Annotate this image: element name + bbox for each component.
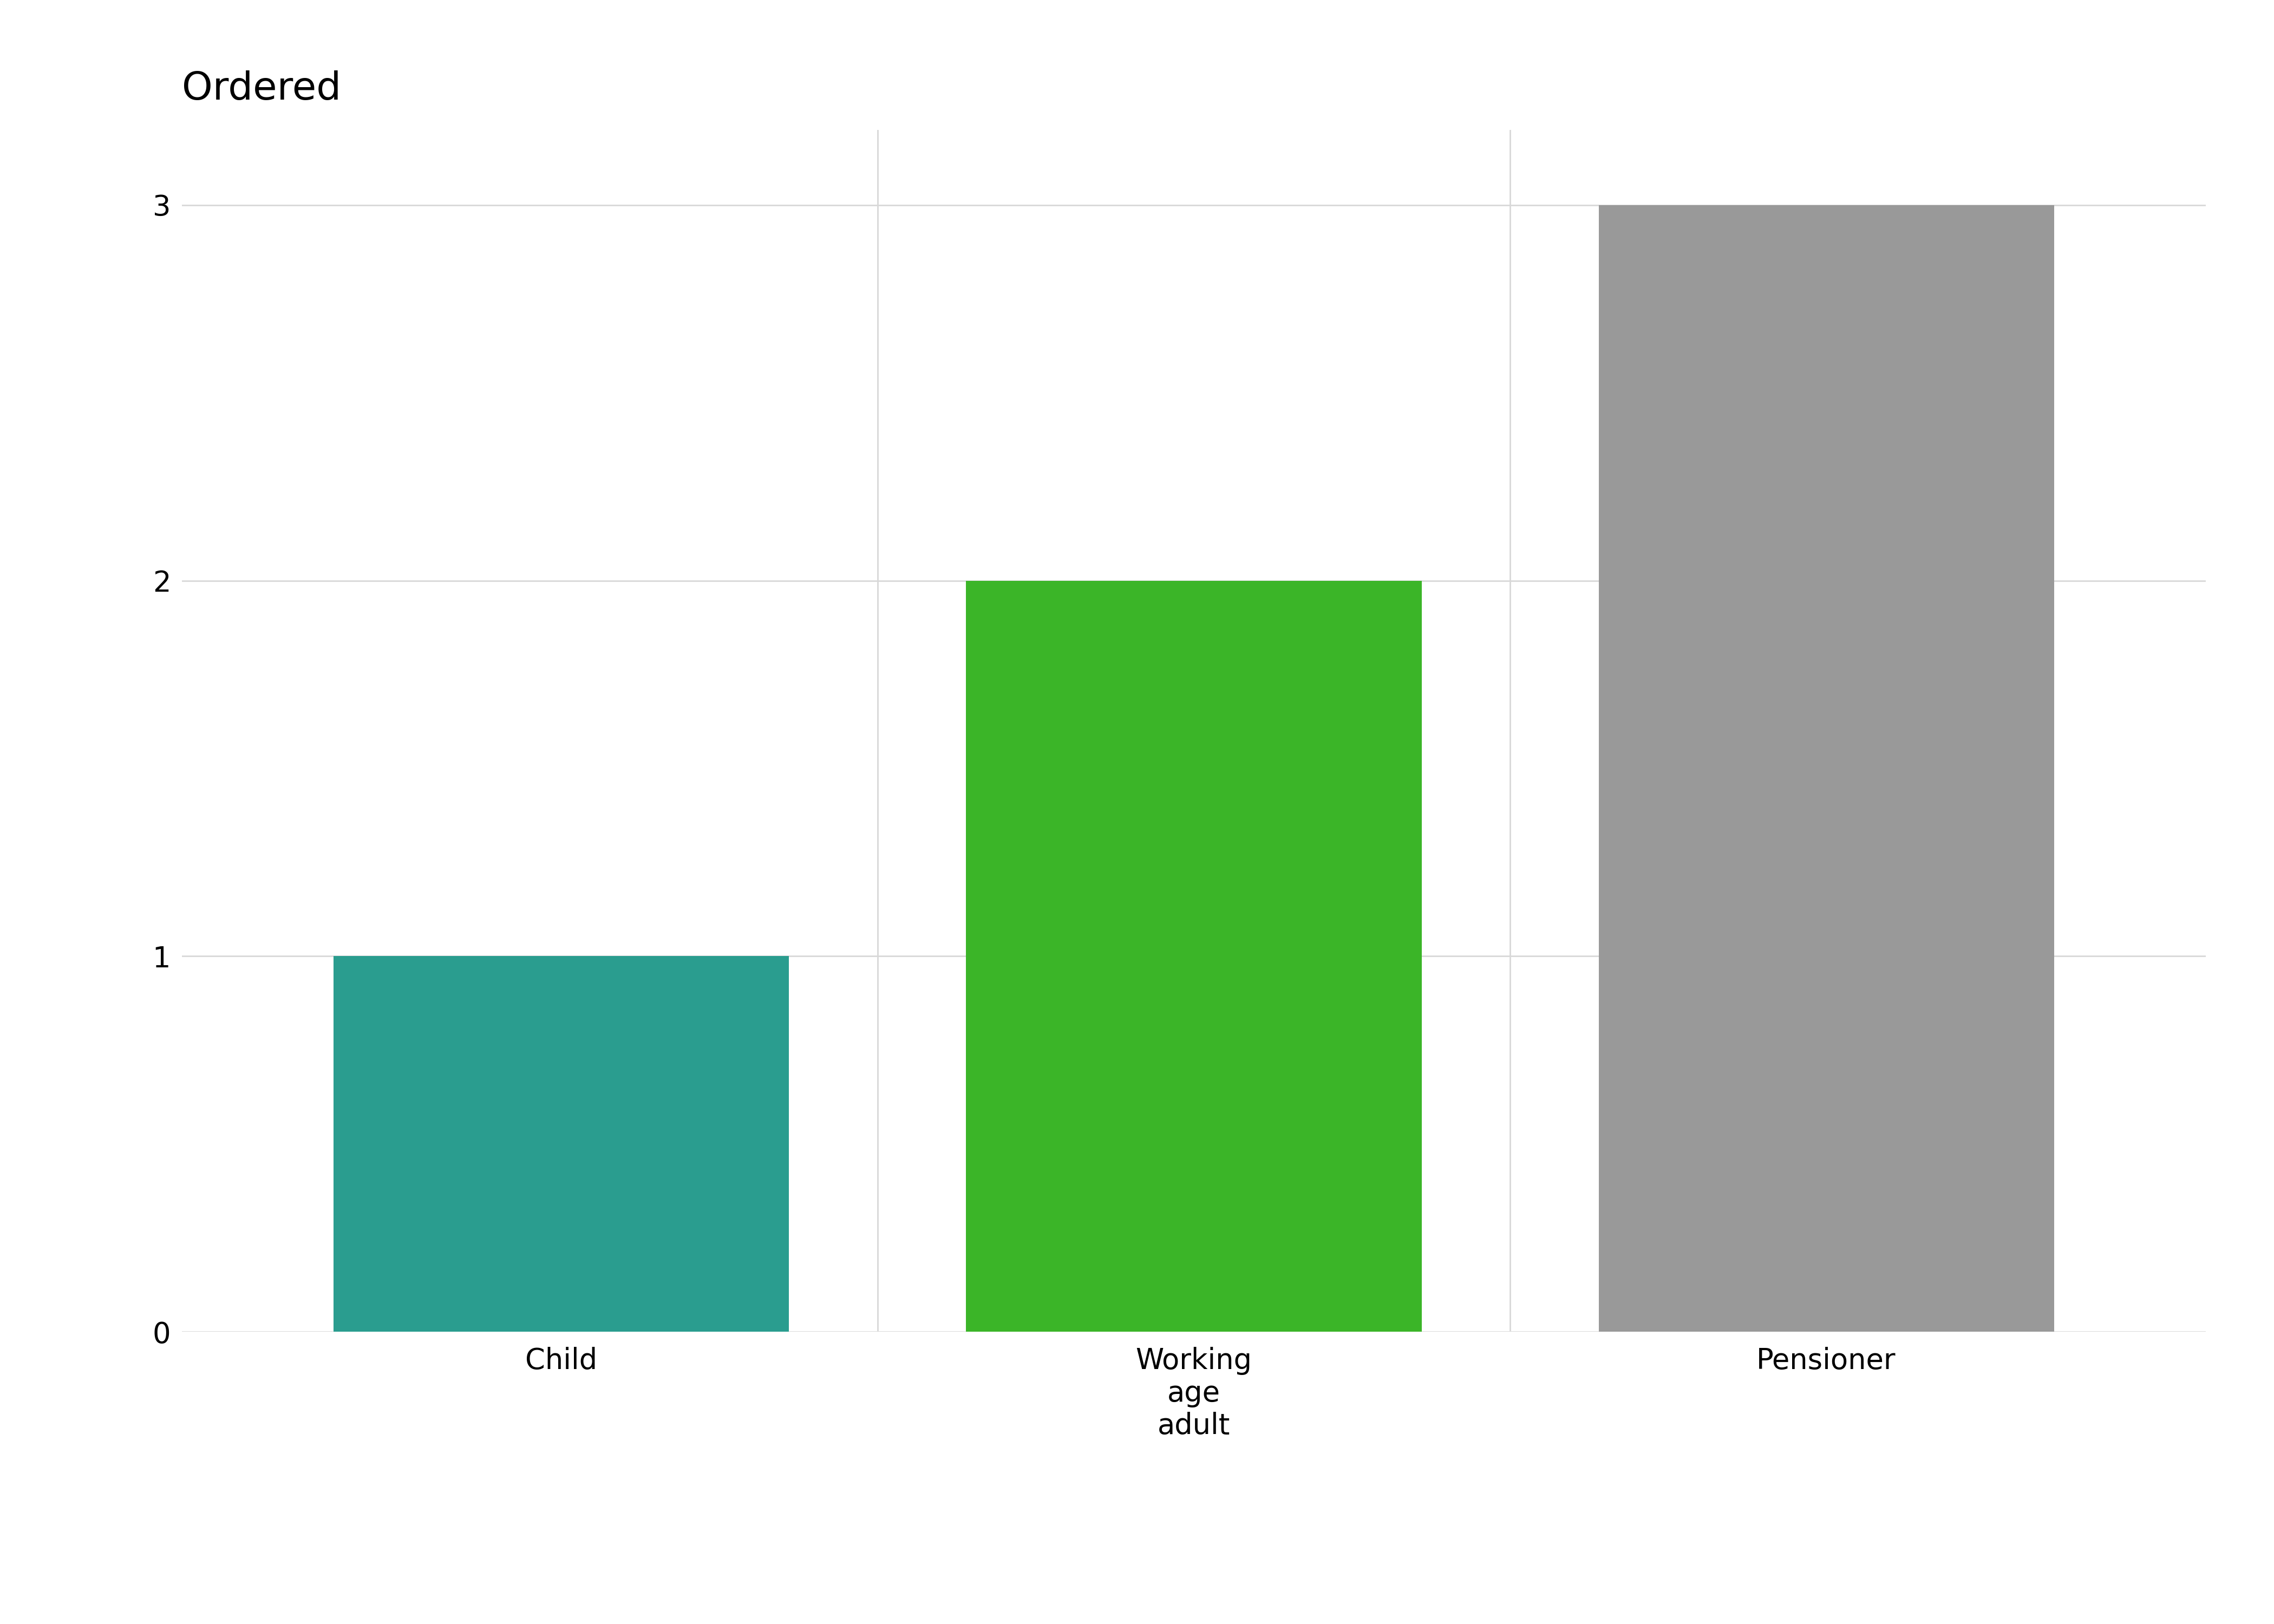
Bar (1599, 205, 2053, 1332)
Bar (334, 957, 789, 1332)
Bar (966, 581, 1421, 1332)
Text: Ordered: Ordered (182, 70, 341, 107)
